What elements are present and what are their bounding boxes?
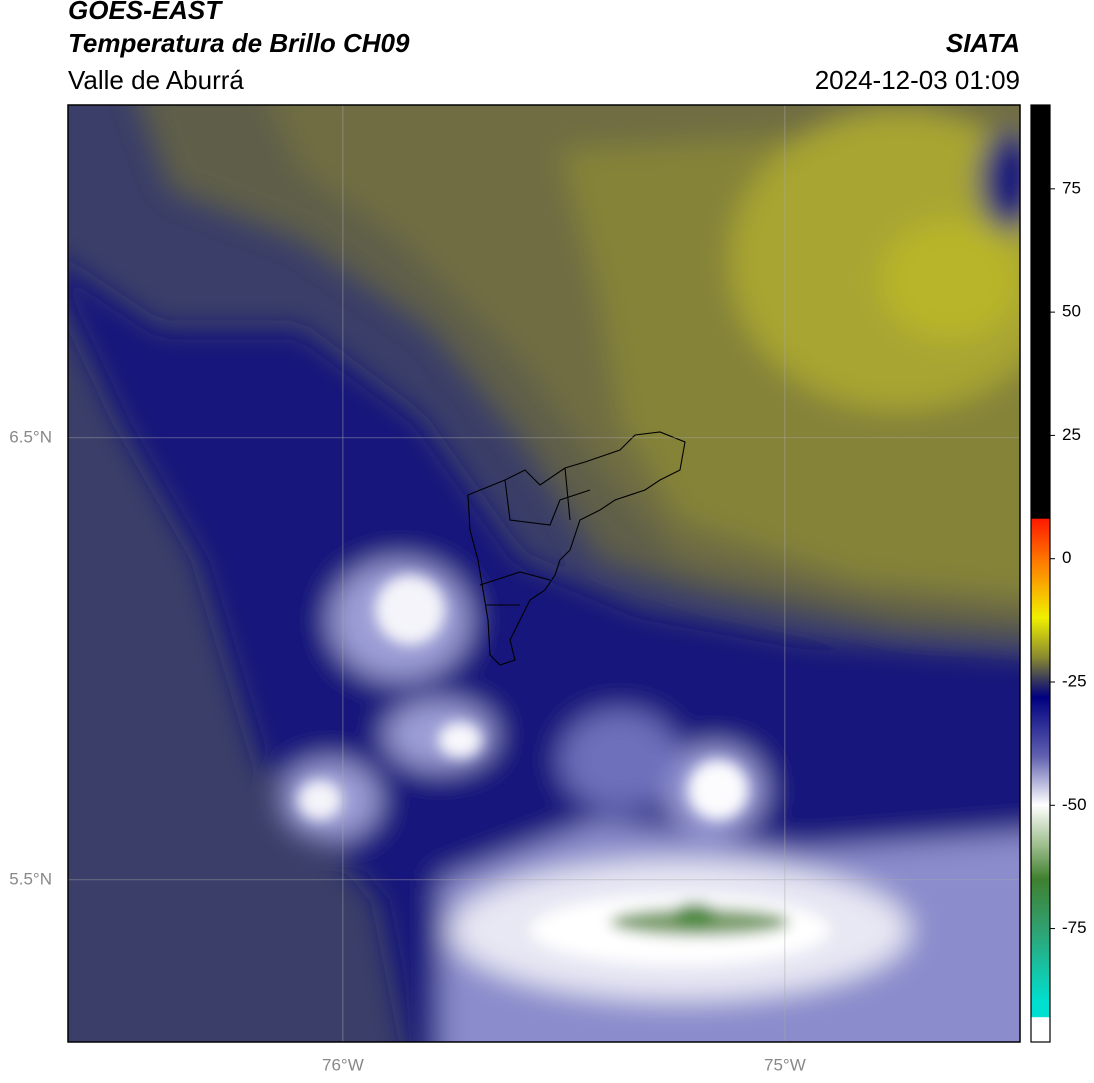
colorbar [1030, 104, 1051, 1043]
colorbar-ticks: -75 -50 -25 0 25 50 75 [1050, 178, 1087, 937]
colorbar-tick-label: -25 [1062, 671, 1087, 690]
region: Valle de Aburrá [68, 65, 244, 95]
colorbar-tick-label: 50 [1062, 302, 1081, 321]
source: SIATA [946, 28, 1020, 58]
longitude-label: 76°W [322, 1055, 364, 1074]
longitude-label: 75°W [764, 1055, 806, 1074]
title: GOES-EAST [68, 0, 223, 25]
map-frame [67, 104, 1021, 1043]
colorbar-tick-label: -75 [1062, 918, 1087, 937]
subtitle: Temperatura de Brillo CH09 [68, 28, 410, 58]
satellite-image [68, 105, 1020, 1042]
timestamp: 2024-12-03 01:09 [815, 65, 1020, 95]
colorbar-tick-label: 25 [1062, 425, 1081, 444]
graticule: 76°W 75°W 5.5°N 6.5°N [9, 105, 1020, 1074]
colorbar-tick-label: -50 [1062, 795, 1087, 814]
latitude-label: 5.5°N [9, 869, 52, 888]
latitude-label: 6.5°N [9, 427, 52, 446]
colorbar-tick-label: 75 [1062, 178, 1081, 197]
colorbar-tick-label: 0 [1062, 548, 1071, 567]
